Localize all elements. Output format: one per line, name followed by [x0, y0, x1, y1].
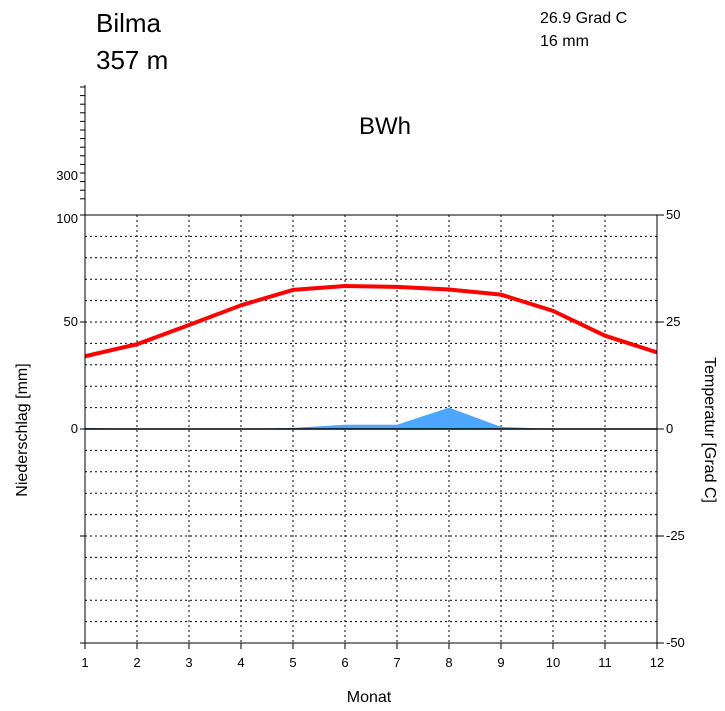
- chart-title: BWh: [359, 113, 411, 140]
- y-left-tick-label: 0: [71, 421, 78, 436]
- x-tick-label: 3: [185, 655, 192, 670]
- x-tick-label: 5: [289, 655, 296, 670]
- y-right-tick-label: -25: [666, 528, 685, 543]
- y-axis-left-label: Niederschlag [mm]: [14, 363, 31, 496]
- x-axis-label: Monat: [347, 689, 392, 706]
- x-tick-label: 11: [598, 655, 612, 670]
- y-left-tick-label: 50: [64, 314, 78, 329]
- x-tick-label: 6: [341, 655, 348, 670]
- precipitation-series: [85, 407, 657, 429]
- station-elevation: 357 m: [96, 45, 169, 75]
- y-axis-right-label: Temperatur [Grad C]: [701, 357, 718, 503]
- x-tick-label: 10: [546, 655, 560, 670]
- temperature-line: [84, 284, 658, 359]
- y-right-tick-label: 50: [666, 207, 680, 222]
- grid: [85, 215, 658, 643]
- precipitation-area: [85, 407, 657, 429]
- x-tick-label: 4: [237, 655, 244, 670]
- axes: [80, 85, 664, 649]
- mean-temperature: 26.9 Grad C: [540, 10, 628, 27]
- station-name: Bilma: [96, 8, 162, 38]
- y-right-tick-label: -50: [666, 635, 685, 650]
- x-tick-label: 2: [133, 655, 140, 670]
- x-tick-label: 9: [497, 655, 504, 670]
- x-tick-label: 8: [445, 655, 452, 670]
- y-right-tick-label: 25: [666, 314, 680, 329]
- x-tick-label: 7: [393, 655, 400, 670]
- temperature-series: [84, 284, 658, 359]
- x-tick-label: 12: [650, 655, 664, 670]
- y-left-tick-label: 100: [56, 211, 78, 226]
- annual-precipitation: 16 mm: [540, 33, 589, 50]
- y-right-tick-label: 0: [666, 421, 673, 436]
- y-left-tick-label: 300: [56, 168, 78, 183]
- x-tick-label: 1: [81, 655, 88, 670]
